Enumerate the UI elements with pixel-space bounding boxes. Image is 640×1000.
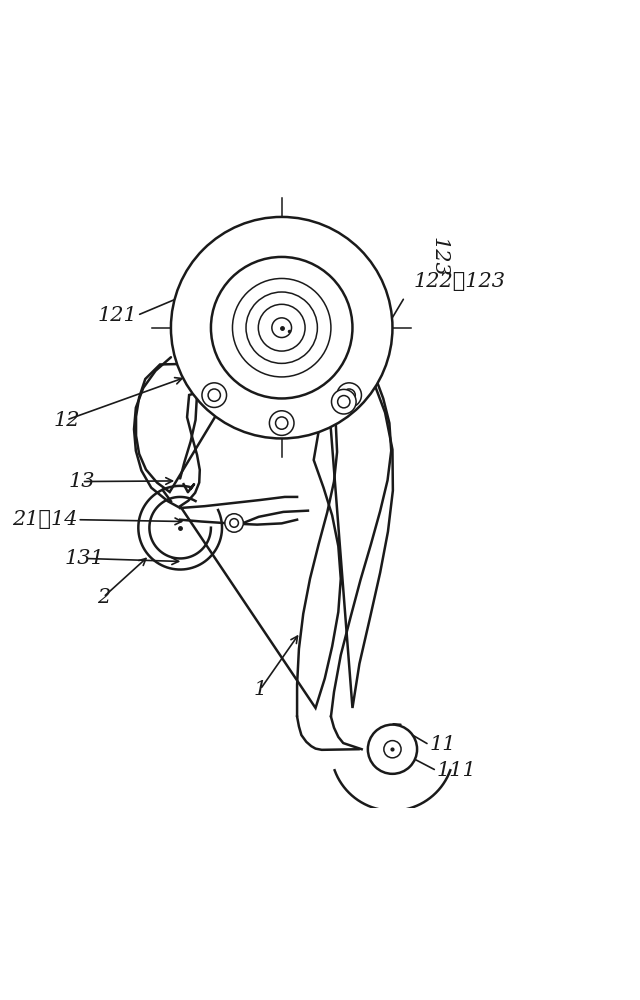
Circle shape bbox=[269, 411, 294, 435]
Text: 121: 121 bbox=[97, 306, 137, 325]
Text: 11: 11 bbox=[429, 735, 456, 754]
Text: 122、123: 122、123 bbox=[414, 272, 506, 291]
Circle shape bbox=[171, 217, 392, 438]
Polygon shape bbox=[136, 363, 393, 708]
Circle shape bbox=[368, 725, 417, 774]
Text: 1: 1 bbox=[253, 680, 267, 699]
Circle shape bbox=[332, 389, 356, 414]
Circle shape bbox=[225, 514, 243, 532]
Text: 13: 13 bbox=[68, 472, 95, 491]
Text: 111: 111 bbox=[436, 761, 477, 780]
Text: 21、14: 21、14 bbox=[12, 510, 77, 529]
Text: 131: 131 bbox=[65, 549, 105, 568]
Circle shape bbox=[337, 383, 362, 407]
Circle shape bbox=[202, 383, 227, 407]
Circle shape bbox=[211, 257, 353, 398]
Text: 12: 12 bbox=[53, 411, 79, 430]
Text: 123: 123 bbox=[429, 237, 449, 277]
Text: 2: 2 bbox=[97, 588, 110, 607]
